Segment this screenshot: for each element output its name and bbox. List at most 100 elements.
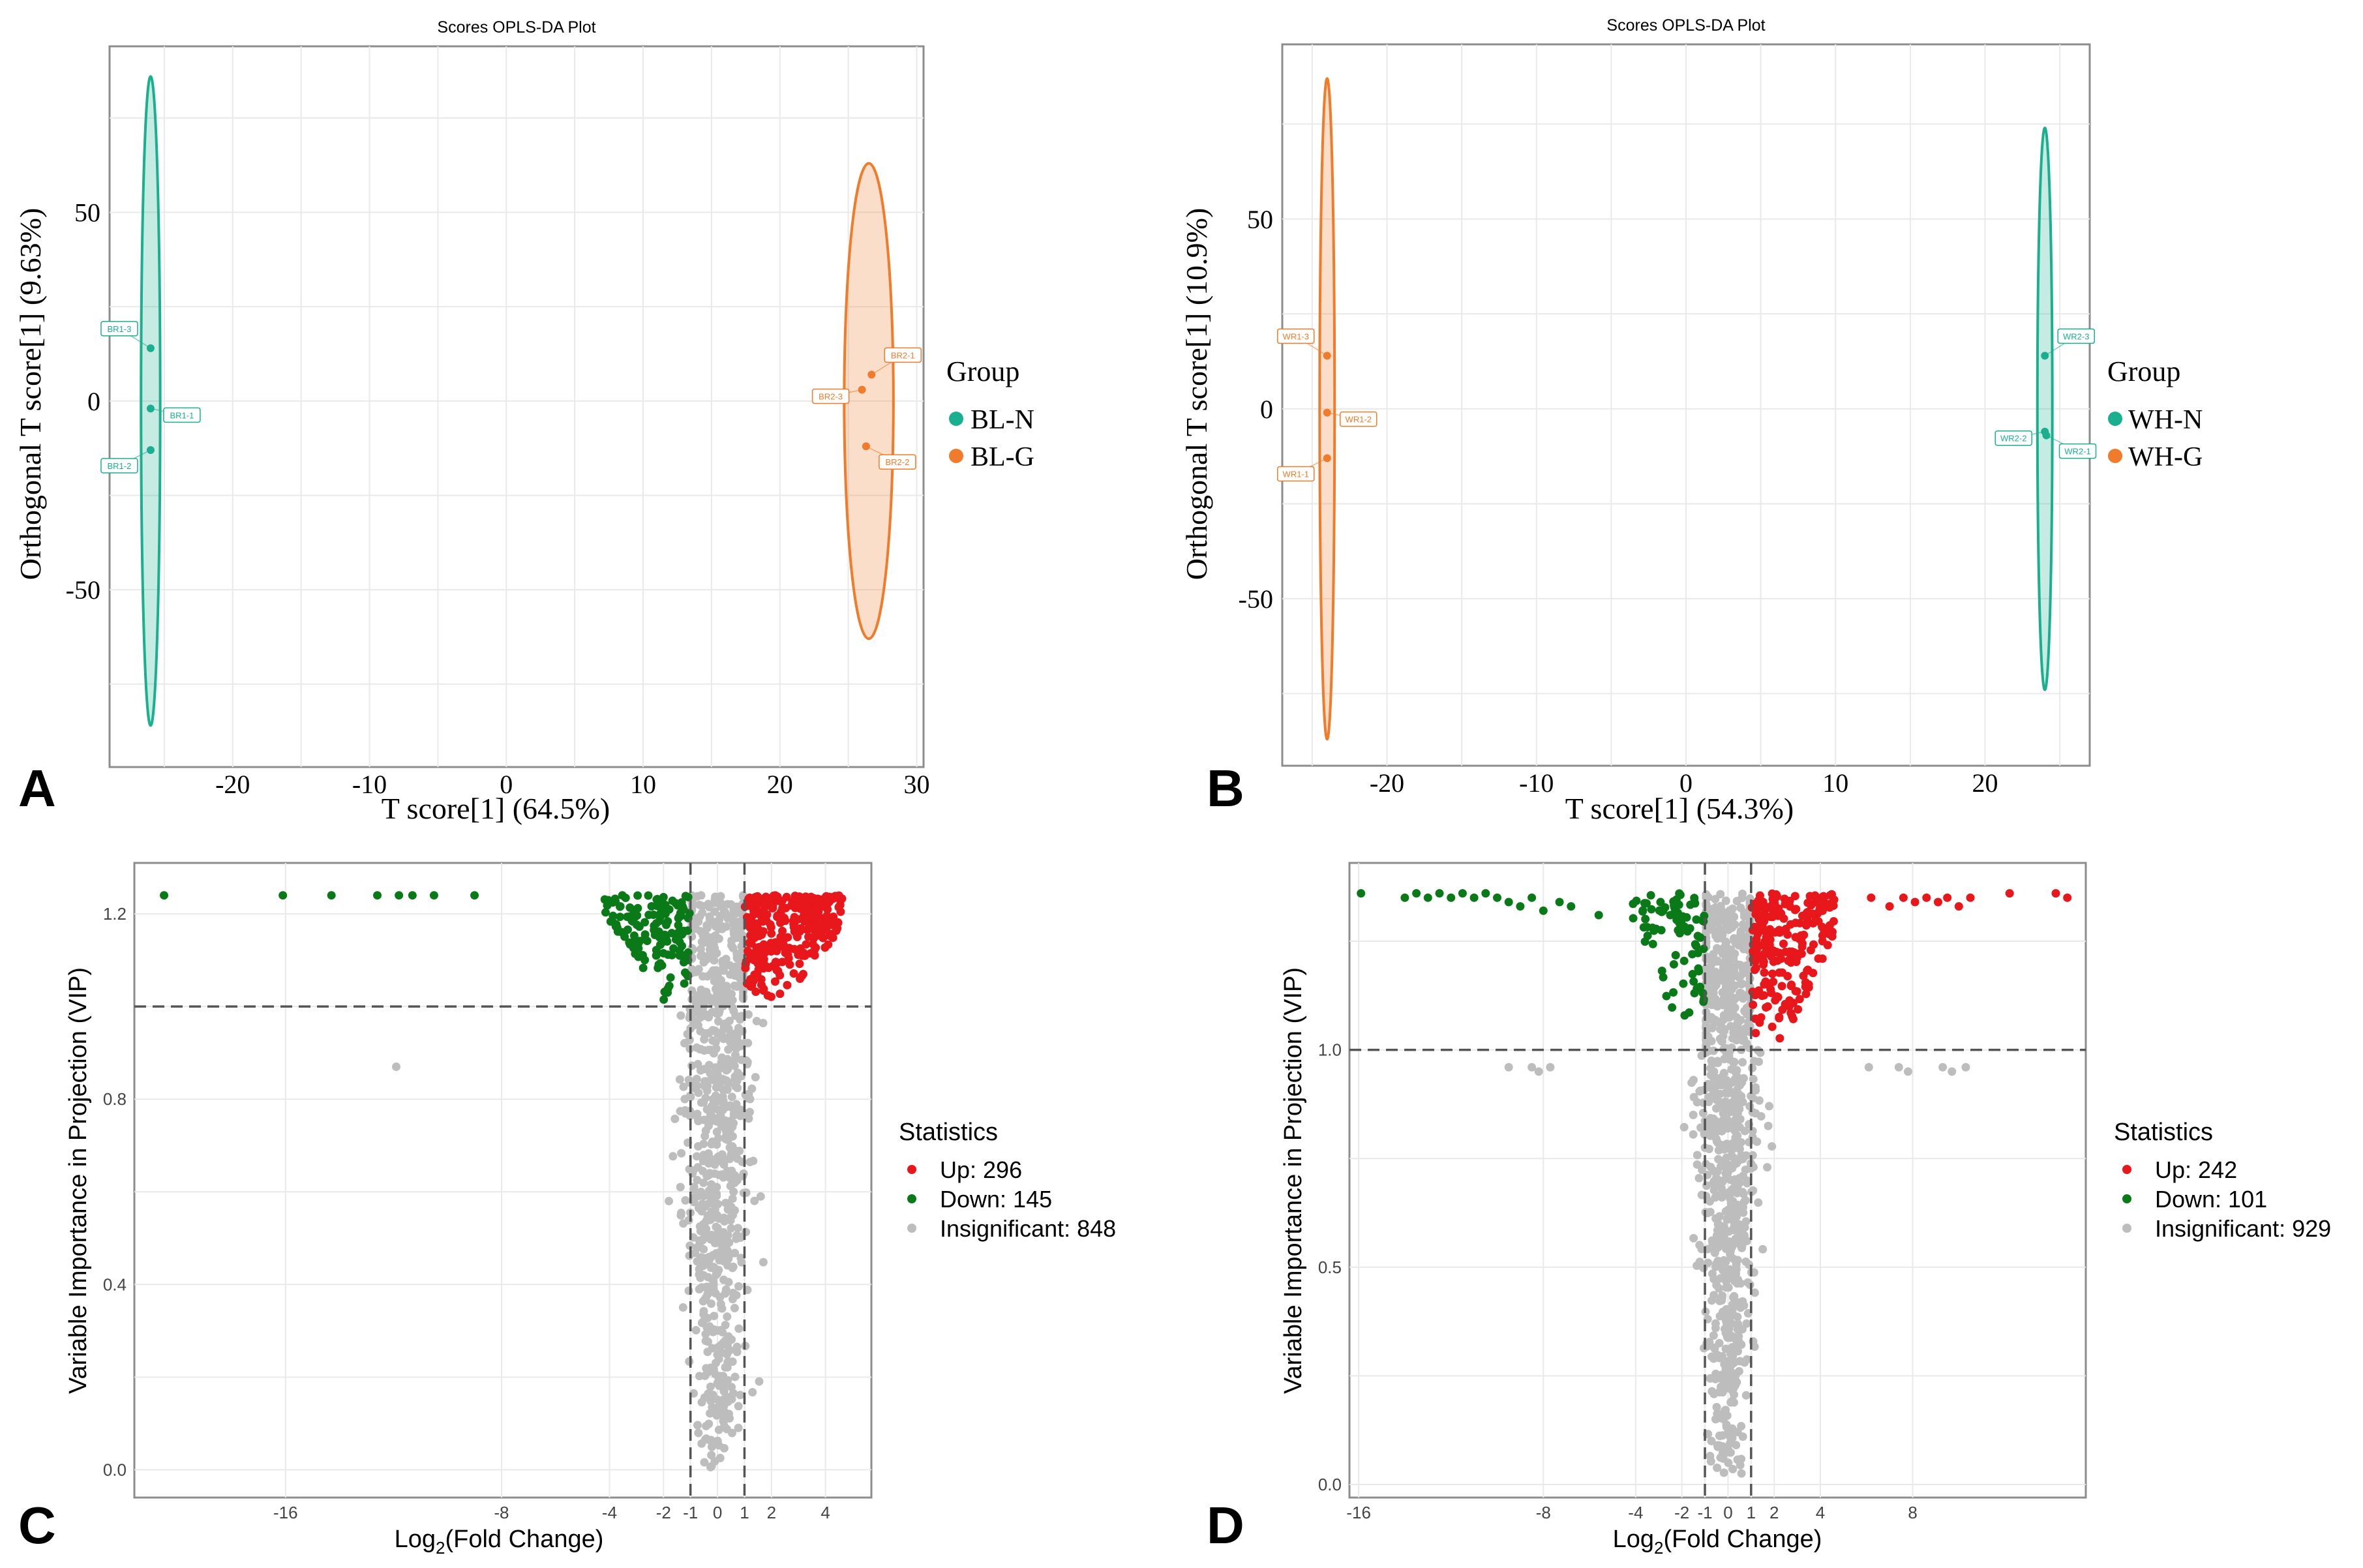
x-tick-label: 0 <box>1679 768 1693 798</box>
data-point-insig <box>1739 1189 1748 1198</box>
sample-label: WR2-1 <box>2064 447 2090 457</box>
data-point-up <box>1786 958 1796 967</box>
data-point-insig <box>1693 1098 1702 1107</box>
data-point-insig <box>1696 1086 1705 1095</box>
data-point-insig <box>1732 896 1741 905</box>
data-point-up <box>766 920 775 929</box>
data-point-insig <box>727 1428 736 1438</box>
legend-swatch-wh-n <box>2108 412 2122 426</box>
data-point-insig <box>1724 1013 1734 1022</box>
data-point-insig <box>718 957 727 966</box>
data-point-up <box>1797 949 1806 958</box>
data-point-up <box>2063 893 2072 902</box>
data-point-insig <box>706 1382 715 1391</box>
data-point-insig <box>709 1280 718 1289</box>
data-point-up <box>768 903 777 912</box>
data-point-insig <box>737 1258 746 1267</box>
sample-label: BR2-1 <box>891 350 915 360</box>
data-point-up <box>1825 921 1834 930</box>
data-point-insig <box>715 1372 725 1381</box>
data-point-insig <box>1704 893 1713 902</box>
data-point-insig <box>714 1170 723 1179</box>
x-tick-label: -1 <box>1697 1503 1712 1522</box>
data-point-insig <box>1715 1431 1724 1440</box>
data-point-insig <box>1711 1259 1721 1269</box>
data-point-up <box>819 926 828 935</box>
data-point-up <box>813 914 822 924</box>
x-axis-label-rest: (Fold Change) <box>445 1526 603 1553</box>
data-point-insig <box>1721 896 1730 905</box>
data-point-insig <box>1738 1243 1747 1252</box>
data-point-insig <box>1716 1162 1725 1171</box>
data-point-down <box>1671 950 1680 959</box>
data-point-insig <box>1765 1102 1774 1111</box>
x-tick-label: 10 <box>1822 768 1848 798</box>
data-point-insig <box>725 1172 734 1181</box>
data-point-insig <box>665 1196 674 1205</box>
data-point-down <box>1679 956 1689 965</box>
data-point-insig <box>675 1075 684 1084</box>
data-point-up <box>1760 980 1769 989</box>
data-point-up <box>770 977 779 986</box>
data-point-up <box>1954 902 1963 911</box>
data-point-down <box>681 892 690 901</box>
data-point-up <box>1767 952 1776 961</box>
data-point-insig <box>1708 1059 1717 1068</box>
y-axis-label: Variable Importance in Projection (VIP) <box>1280 967 1307 1394</box>
data-point-insig <box>693 1421 702 1430</box>
data-point-down <box>1683 927 1692 936</box>
y-tick-label: 1.2 <box>103 904 127 924</box>
data-point-up <box>1943 893 1952 902</box>
data-point-up <box>1786 982 1796 991</box>
data-point-down <box>633 891 642 900</box>
data-point-insig <box>698 1166 707 1175</box>
data-point-insig <box>1715 1387 1724 1396</box>
data-point-insig <box>1938 1063 1948 1072</box>
data-point-up <box>1792 987 1801 996</box>
data-point-insig <box>1707 1436 1716 1445</box>
data-point-insig <box>700 938 710 947</box>
x-tick-label: -8 <box>494 1503 509 1522</box>
panel-label-a: A <box>18 759 56 817</box>
data-point-insig <box>1726 1021 1735 1031</box>
data-point-up <box>834 918 843 927</box>
data-point-insig <box>721 988 730 997</box>
data-point-insig <box>1726 966 1735 975</box>
data-point-insig <box>697 1318 706 1327</box>
data-point-down <box>470 891 479 900</box>
data-point-insig <box>1693 1151 1702 1160</box>
data-point-insig <box>1713 1463 1722 1472</box>
data-point-down <box>621 894 630 903</box>
data-point-up <box>1801 989 1811 999</box>
data-point-up <box>1749 1000 1758 1009</box>
data-point-insig <box>1742 1236 1751 1245</box>
x-tick-label: 2 <box>1769 1503 1779 1522</box>
data-point-insig <box>691 1325 700 1334</box>
x-axis-label: Log2(Fold Change) <box>395 1526 604 1558</box>
data-point-insig <box>722 922 731 931</box>
data-point-up <box>1775 948 1784 957</box>
data-point-down <box>631 912 640 921</box>
data-point-down <box>1666 911 1675 920</box>
data-point-up <box>1799 971 1808 980</box>
data-point-insig <box>1726 1439 1735 1448</box>
data-point-insig <box>714 1441 723 1450</box>
data-point-down <box>1567 902 1576 911</box>
data-point-insig <box>1749 1074 1758 1083</box>
data-point-insig <box>1749 1057 1758 1066</box>
data-point-insig <box>734 1282 744 1291</box>
confidence-ellipse-wh-n <box>2036 127 2054 691</box>
data-point-insig <box>712 1358 721 1367</box>
data-point-down <box>676 911 685 920</box>
data-point-insig <box>1718 1291 1727 1300</box>
data-point-insig <box>1748 1132 1757 1141</box>
data-point-up <box>820 943 830 952</box>
data-point-insig <box>702 1077 712 1086</box>
data-point-down <box>1682 913 1691 922</box>
data-point-insig <box>712 1127 721 1136</box>
data-point-insig <box>1719 1468 1728 1477</box>
data-point-insig <box>709 966 718 975</box>
data-point-insig <box>726 1117 735 1126</box>
chart-marks: -16 -8 -4 -2 -1 0 1 2 4 8 0.0 0.5 1.0 <box>1318 863 2086 1522</box>
legend-label-bl-n: BL-N <box>971 405 1034 435</box>
